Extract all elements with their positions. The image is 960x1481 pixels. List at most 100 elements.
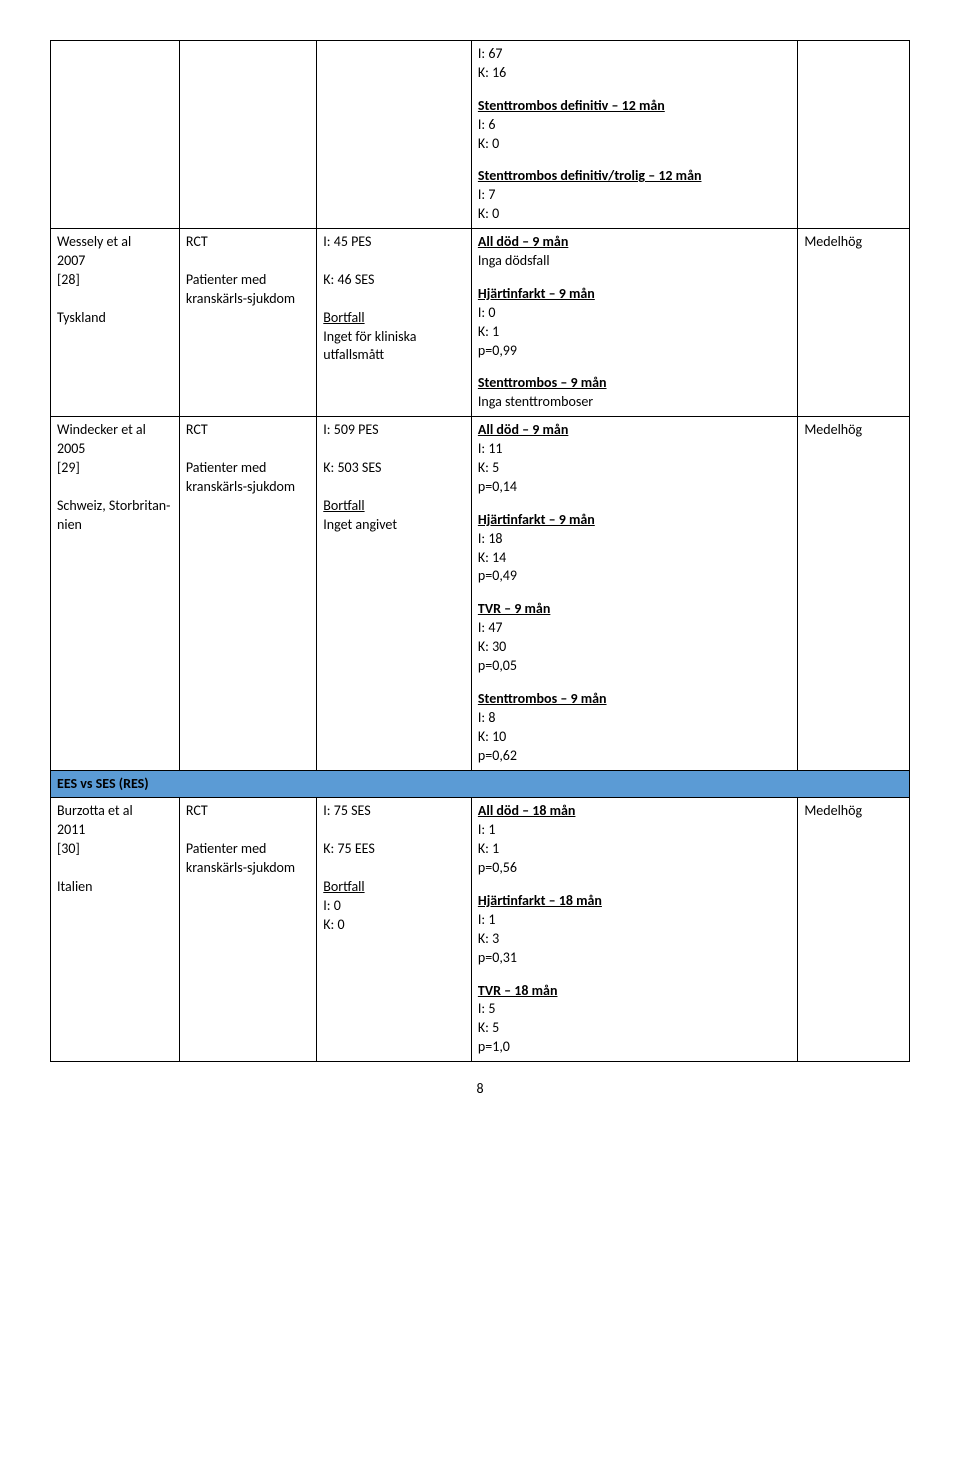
quality-rating: Medelhög [804,802,903,821]
study-year: 2005 [57,440,173,459]
outcome-heading: Stenttrombos – 9 mån [478,374,791,393]
quality-rating: Medelhög [804,233,903,252]
outcome-value: Inga stenttromboser [478,393,791,412]
cell-quality: Medelhög [798,229,910,417]
bortfall-label: Bortfall [323,309,465,328]
outcome-value: p=1,0 [478,1038,791,1057]
outcome-value: p=0,31 [478,949,791,968]
cell-quality: Medelhög [798,417,910,770]
cell-population: RCT Patienter med kranskärls-sjukdom [179,417,316,770]
study-type: RCT [186,421,310,440]
outcome-value: I: 11 [478,440,791,459]
outcome-value: K: 30 [478,638,791,657]
study-type: RCT [186,233,310,252]
outcome-value: p=0,56 [478,859,791,878]
outcome-heading: Hjärtinfarkt – 18 mån [478,892,791,911]
cell-outcomes: All död – 9 mån I: 11 K: 5 p=0,14 Hjärti… [471,417,797,770]
study-ref: [29] [57,459,173,478]
cell-intervention: I: 45 PES K: 46 SES Bortfall Inget för k… [317,229,472,417]
intervention-n: I: 75 SES [323,802,465,821]
cell-population: RCT Patienter med kranskärls-sjukdom [179,798,316,1062]
outcome-value: K: 10 [478,728,791,747]
outcome-value: p=0,62 [478,747,791,766]
cell-quality: Medelhög [798,798,910,1062]
control-n: K: 46 SES [323,271,465,290]
outcome-heading: All död – 9 mån [478,421,791,440]
control-n: K: 75 EES [323,840,465,859]
study-author: Windecker et al [57,421,173,440]
evidence-table: I: 67 K: 16 Stenttrombos definitiv – 12 … [50,40,910,1062]
cell-outcomes: All död – 18 mån I: 1 K: 1 p=0,56 Hjärti… [471,798,797,1062]
bortfall-text: Inget angivet [323,516,465,535]
bortfall-value: K: 0 [323,916,465,935]
bortfall-text: Inget för kliniska utfallsmått [323,328,465,366]
cell-study [51,41,180,229]
study-ref: [28] [57,271,173,290]
study-country: Schweiz, Storbritan-nien [57,497,173,535]
table-row: Windecker et al 2005 [29] Schweiz, Storb… [51,417,910,770]
cell-quality [798,41,910,229]
study-author: Burzotta et al [57,802,173,821]
outcome-value: K: 16 [478,64,791,83]
population-text: Patienter med kranskärls-sjukdom [186,459,310,497]
outcome-value: I: 0 [478,304,791,323]
outcome-value: I: 47 [478,619,791,638]
quality-rating: Medelhög [804,421,903,440]
outcome-value: K: 3 [478,930,791,949]
cell-outcomes: I: 67 K: 16 Stenttrombos definitiv – 12 … [471,41,797,229]
study-country: Italien [57,878,173,897]
outcome-value: I: 1 [478,911,791,930]
control-n: K: 503 SES [323,459,465,478]
outcome-value: I: 7 [478,186,791,205]
cell-study: Wessely et al 2007 [28] Tyskland [51,229,180,417]
outcome-value: Inga dödsfall [478,252,791,271]
outcome-value: I: 5 [478,1000,791,1019]
cell-intervention [317,41,472,229]
cell-study: Windecker et al 2005 [29] Schweiz, Storb… [51,417,180,770]
outcome-heading: All död – 9 mån [478,233,791,252]
outcome-heading: All död – 18 mån [478,802,791,821]
outcome-heading: TVR – 9 mån [478,600,791,619]
section-header-cell: EES vs SES (RES) [51,770,910,798]
outcome-heading: Hjärtinfarkt – 9 mån [478,511,791,530]
bortfall-label: Bortfall [323,497,465,516]
bortfall-label: Bortfall [323,878,465,897]
outcome-value: K: 0 [478,135,791,154]
outcome-value: K: 0 [478,205,791,224]
outcome-value: I: 8 [478,709,791,728]
outcome-heading: Stenttrombos – 9 mån [478,690,791,709]
cell-intervention: I: 509 PES K: 503 SES Bortfall Inget ang… [317,417,472,770]
outcome-heading: Stenttrombos definitiv – 12 mån [478,97,791,116]
cell-population [179,41,316,229]
table-row: I: 67 K: 16 Stenttrombos definitiv – 12 … [51,41,910,229]
outcome-value: I: 1 [478,821,791,840]
outcome-value: p=0,99 [478,342,791,361]
study-author: Wessely et al [57,233,173,252]
section-header-row: EES vs SES (RES) [51,770,910,798]
outcome-value: K: 1 [478,323,791,342]
outcome-value: p=0,05 [478,657,791,676]
population-text: Patienter med kranskärls-sjukdom [186,271,310,309]
table-row: Wessely et al 2007 [28] Tyskland RCT Pat… [51,229,910,417]
study-ref: [30] [57,840,173,859]
outcome-value: p=0,14 [478,478,791,497]
cell-study: Burzotta et al 2011 [30] Italien [51,798,180,1062]
outcome-value: I: 18 [478,530,791,549]
intervention-n: I: 45 PES [323,233,465,252]
population-text: Patienter med kranskärls-sjukdom [186,840,310,878]
page-number: 8 [50,1080,910,1097]
outcome-heading: TVR – 18 mån [478,982,791,1001]
intervention-n: I: 509 PES [323,421,465,440]
cell-population: RCT Patienter med kranskärls-sjukdom [179,229,316,417]
outcome-heading: Stenttrombos definitiv/trolig – 12 mån [478,167,702,184]
table-row: Burzotta et al 2011 [30] Italien RCT Pat… [51,798,910,1062]
outcome-heading: Hjärtinfarkt – 9 mån [478,285,791,304]
outcome-value: K: 5 [478,1019,791,1038]
outcome-value: K: 14 [478,549,791,568]
bortfall-value: I: 0 [323,897,465,916]
study-country: Tyskland [57,309,173,328]
study-year: 2011 [57,821,173,840]
cell-intervention: I: 75 SES K: 75 EES Bortfall I: 0 K: 0 [317,798,472,1062]
cell-outcomes: All död – 9 mån Inga dödsfall Hjärtinfar… [471,229,797,417]
outcome-value: p=0,49 [478,567,791,586]
